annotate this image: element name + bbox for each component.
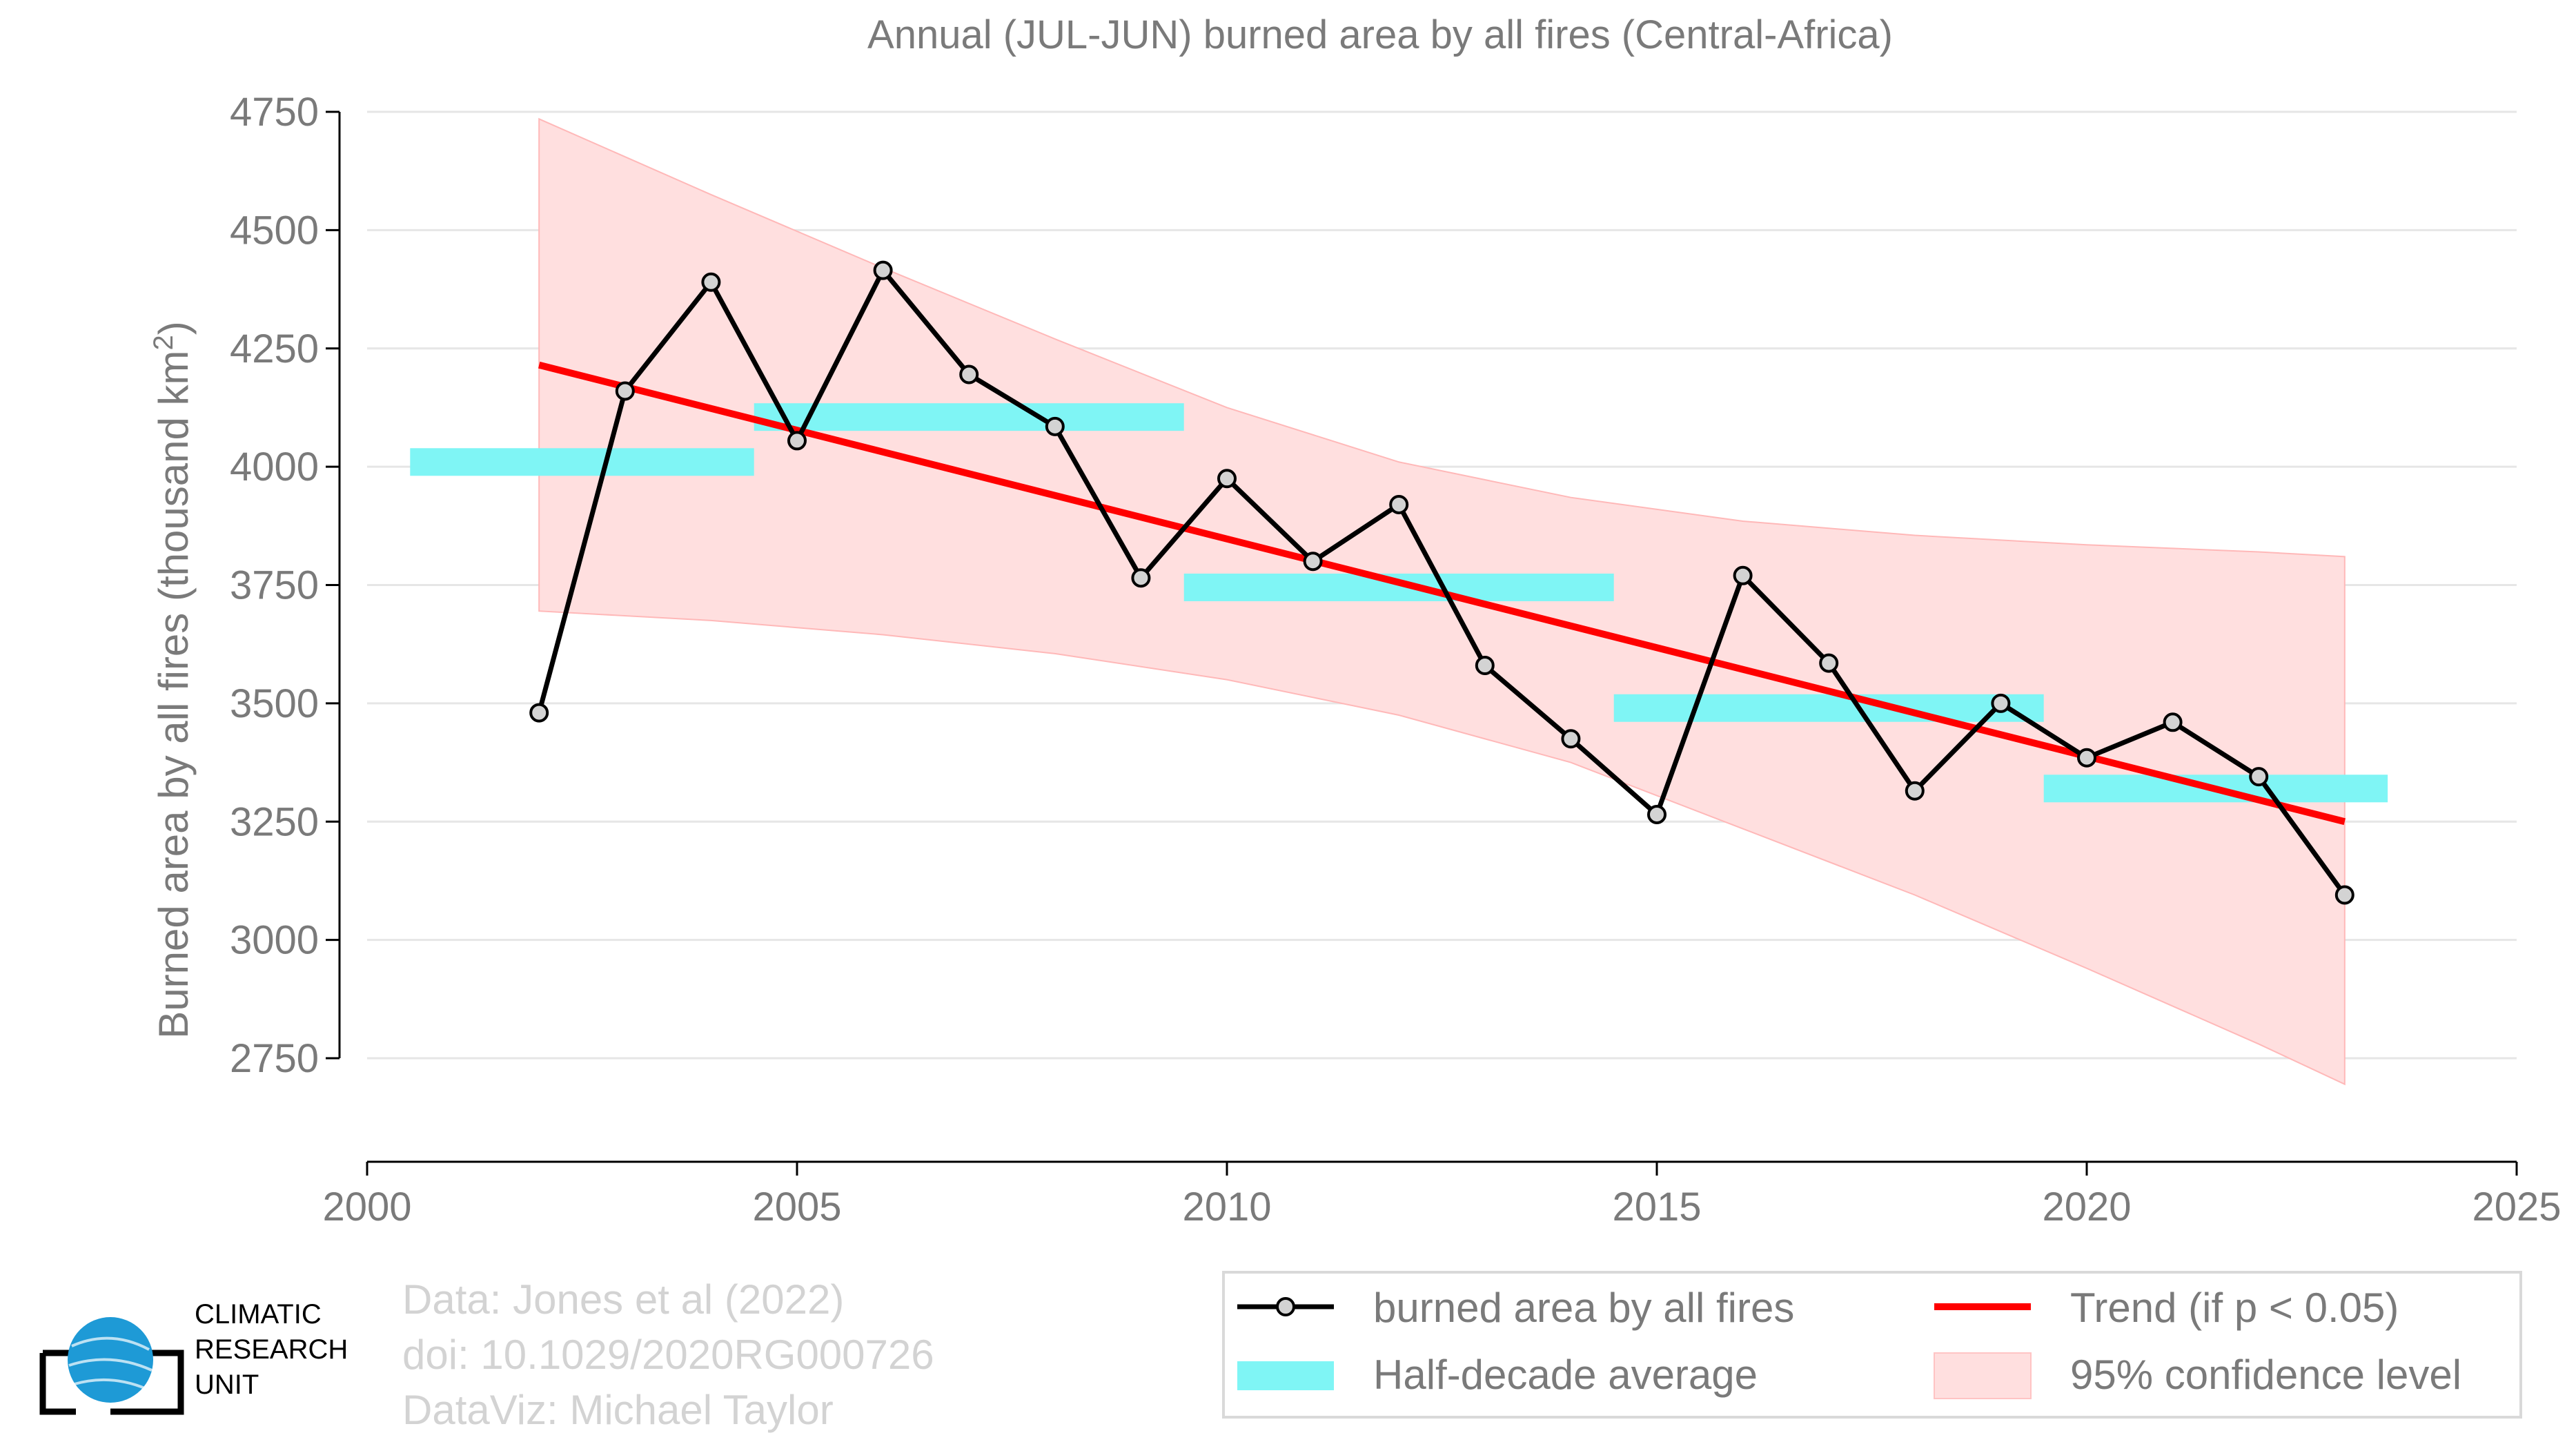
y-tick-label-4250: 4250	[230, 327, 319, 371]
half-decade-bar-1	[410, 448, 754, 476]
globe-lines	[68, 1336, 153, 1390]
y-axis-label-main: Burned area by all fires (thousand km	[150, 351, 197, 1039]
legend-confidence-label: 95% confidence level	[2070, 1352, 2461, 1398]
logo-line-2: RESEARCH	[195, 1334, 348, 1365]
data-point-2010	[1217, 469, 1237, 489]
x-tick-label-2010: 2010	[1182, 1185, 1271, 1229]
legend-box	[1222, 1271, 2522, 1419]
x-tick-label-2025: 2025	[2472, 1185, 2561, 1229]
y-tick-label-2750: 2750	[230, 1036, 319, 1081]
half-decade-bar-3	[1183, 573, 1614, 601]
half-decade-bar-2	[754, 403, 1184, 431]
y-tick-label-4000: 4000	[230, 445, 319, 489]
confidence-band-layer	[538, 117, 2346, 1086]
axes	[338, 112, 2517, 1163]
data-point-2003	[615, 381, 635, 401]
data-point-2007	[959, 364, 979, 384]
y-tick-labels: 2750 3000 3250 3500 3750 4000 4250 4500 4750	[230, 90, 319, 1081]
data-point-2002	[529, 703, 549, 723]
x-tick-label-2020: 2020	[2042, 1185, 2131, 1229]
half-decade-bar-4	[1613, 694, 2044, 722]
y-axis-label-superscript: 2	[148, 335, 179, 350]
x-tick-labels: 2000 2005 2010 2015 2020 2025	[322, 1162, 2562, 1229]
legend: burned area by all fires Trend (if p < 0…	[1222, 1271, 2522, 1419]
data-point-2012	[1389, 494, 1409, 514]
y-tick-label-4500: 4500	[230, 208, 319, 253]
confidence-band	[538, 117, 2346, 1086]
data-point-2019	[1991, 693, 2011, 713]
data-point-2023	[2334, 885, 2354, 905]
y-tick-label-3750: 3750	[230, 563, 319, 608]
legend-observed-marker-swatch	[1276, 1297, 1295, 1316]
y-tick-label-3000: 3000	[230, 918, 319, 963]
credit-doi: doi: 10.1029/2020RG000726	[402, 1332, 934, 1378]
logo-bracket-left	[39, 1350, 76, 1415]
data-point-2017	[1819, 653, 1839, 673]
legend-confidence-swatch	[1934, 1352, 2032, 1399]
x-tick-label-2015: 2015	[1612, 1185, 1701, 1229]
x-tick-label-2000: 2000	[322, 1185, 411, 1229]
observed-line	[536, 268, 2347, 897]
legend-observed-label: burned area by all fires	[1373, 1285, 1794, 1331]
trend-line	[538, 361, 2346, 826]
y-axis-label-close: )	[150, 321, 197, 335]
legend-trend-label: Trend (if p < 0.05)	[2070, 1285, 2399, 1331]
y-tick-label-3500: 3500	[230, 681, 319, 726]
data-point-2008	[1045, 416, 1065, 436]
data-point-2018	[1905, 781, 1925, 801]
data-point-2011	[1303, 552, 1323, 572]
observed-series-layer	[529, 260, 2354, 905]
data-point-2005	[787, 431, 807, 451]
data-point-2015	[1647, 804, 1666, 824]
data-point-2013	[1475, 656, 1495, 676]
credit-dataviz: DataViz: Michael Taylor	[402, 1387, 834, 1433]
x-tick-label-2005: 2005	[752, 1185, 841, 1229]
y-tick-label-4750: 4750	[230, 90, 319, 135]
data-point-2022	[2249, 767, 2269, 787]
logo-line-3: UNIT	[195, 1370, 259, 1400]
chart-title: Annual (JUL-JUN) burned area by all fire…	[867, 12, 1893, 57]
data-point-2020	[2077, 748, 2096, 768]
cru-logo: CLIMATIC RESEARCH UNIT	[39, 1299, 348, 1415]
trend-line-layer	[538, 361, 2346, 826]
data-point-2016	[1733, 565, 1753, 585]
logo-line-1: CLIMATIC	[195, 1299, 322, 1330]
data-point-2009	[1131, 568, 1151, 588]
y-tick-label-3250: 3250	[230, 799, 319, 844]
data-point-2004	[701, 272, 721, 292]
y-axis-label: Burned area by all fires (thousand km2)	[148, 321, 197, 1038]
data-point-2006	[873, 260, 893, 280]
data-point-2014	[1561, 729, 1581, 749]
legend-average-swatch	[1237, 1361, 1334, 1390]
legend-average-label: Half-decade average	[1373, 1352, 1758, 1398]
credit-data-source: Data: Jones et al (2022)	[402, 1276, 844, 1323]
data-point-2021	[2163, 712, 2183, 732]
